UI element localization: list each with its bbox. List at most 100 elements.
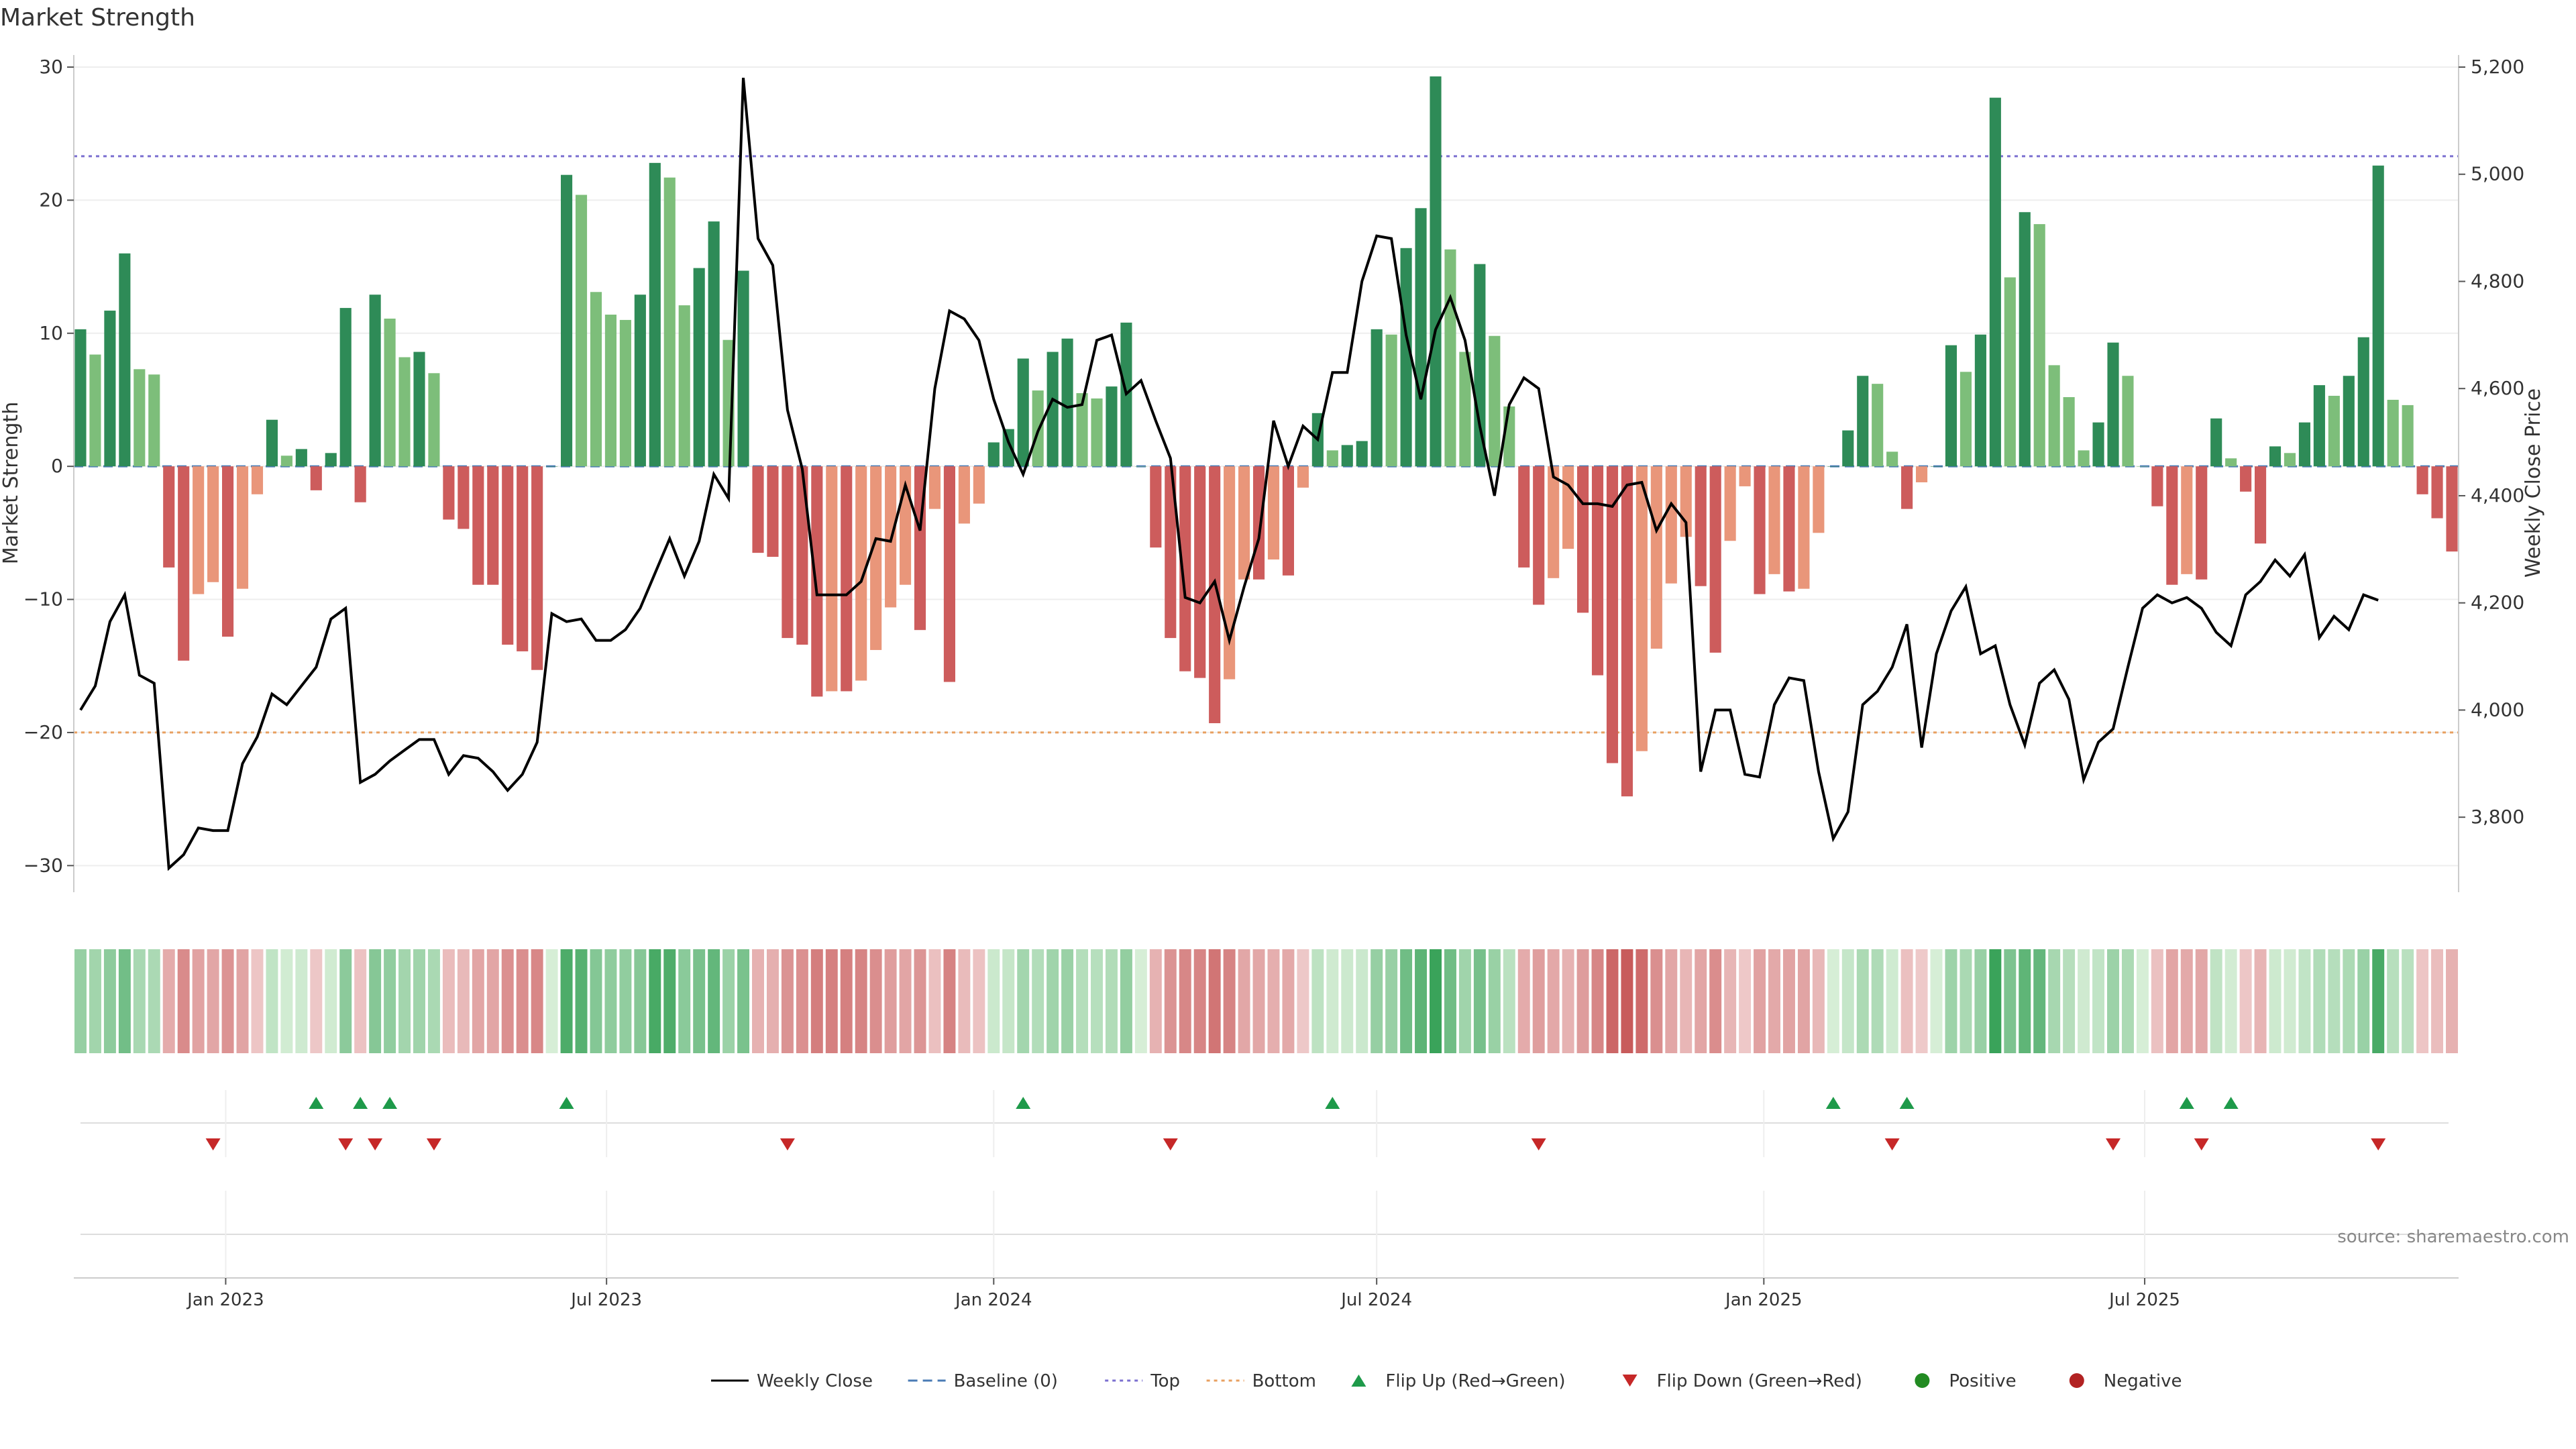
strength-bar [649, 162, 661, 467]
strength-bar [1533, 466, 1545, 605]
strength-bar [1400, 248, 1412, 467]
heatmap-cell [737, 949, 750, 1053]
strength-bar [1489, 335, 1501, 467]
strength-bar [1356, 441, 1368, 467]
heatmap-cell [1768, 949, 1780, 1053]
strength-bar [1444, 249, 1456, 467]
strength-bar [2328, 396, 2340, 467]
heatmap-cell [2165, 949, 2178, 1053]
strength-bar [619, 319, 631, 467]
strength-bar [1209, 466, 1221, 724]
heatmap-cell [398, 949, 411, 1053]
heatmap-cell [1945, 949, 1957, 1053]
heatmap-cell [1797, 949, 1810, 1053]
heatmap-cell [442, 949, 455, 1053]
heatmap-cell [869, 949, 882, 1053]
strength-bar [1165, 466, 1177, 639]
left-tick-label: −10 [23, 588, 63, 610]
heatmap-cell [1458, 949, 1471, 1053]
heatmap-cell [1193, 949, 1206, 1053]
strength-bar [2313, 385, 2325, 467]
strength-bar [708, 221, 720, 467]
strength-bar [369, 294, 381, 467]
strength-bar [693, 268, 705, 467]
flip-down-marker [426, 1138, 441, 1150]
heatmap-cell [354, 949, 367, 1053]
heatmap-cell [1385, 949, 1398, 1053]
strength-bar [1518, 466, 1530, 568]
heatmap-cell [1709, 949, 1722, 1053]
strength-bar [443, 466, 455, 520]
heatmap-cell [649, 949, 661, 1053]
strength-bar [2210, 418, 2222, 467]
strength-bar [2181, 466, 2193, 574]
strength-bar [1430, 76, 1442, 467]
strength-bar [1002, 429, 1014, 467]
strength-bar [428, 373, 440, 467]
flip-panel-gridlines [80, 1090, 2449, 1157]
strength-bar [2092, 422, 2104, 467]
flip-down-marker [2371, 1138, 2386, 1150]
strength-bar [1930, 466, 1943, 467]
heatmap-cell [339, 949, 352, 1053]
strength-bar [193, 466, 205, 594]
strength-bar [1224, 466, 1236, 680]
strength-bar [1415, 208, 1427, 467]
right-tick-label: 3,800 [2471, 806, 2524, 828]
heatmap-cell [1562, 949, 1574, 1053]
strength-bar [1606, 466, 1619, 763]
left-tick-label: 20 [39, 189, 63, 211]
heatmap-cell [1782, 949, 1795, 1053]
heatmap-cell [1444, 949, 1456, 1053]
strength-bar [928, 466, 941, 509]
strength-bar [2387, 399, 2399, 467]
strength-bar [1724, 466, 1736, 541]
left-tick-label: 10 [39, 322, 63, 344]
heatmap-cell [2269, 949, 2282, 1053]
heatmap-cell [369, 949, 382, 1053]
strength-bar [413, 352, 425, 467]
heatmap-cell [796, 949, 808, 1053]
strength-bar [1282, 466, 1294, 576]
legend-label: Positive [1949, 1371, 2016, 1391]
heatmap-cell [1415, 949, 1428, 1053]
strength-bar [2255, 466, 2267, 544]
heatmap-cell [1724, 949, 1737, 1053]
strength-bar [1076, 393, 1088, 467]
heatmap-cell [1532, 949, 1545, 1053]
strength-bar [1046, 352, 1059, 467]
strength-bar [1739, 466, 1751, 486]
heatmap-cell [2239, 949, 2252, 1053]
main-gridlines [74, 66, 2459, 867]
strength-bar [1621, 466, 1633, 797]
flip-down-marker [368, 1138, 383, 1150]
strength-bar [1562, 466, 1574, 549]
heatmap-cell [1208, 949, 1221, 1053]
x-tick-label: Jul 2025 [2108, 1290, 2180, 1310]
strength-bar [354, 466, 366, 502]
heatmap-cell [1812, 949, 1825, 1053]
left-tick-label: −20 [23, 721, 63, 743]
heatmap-cell [516, 949, 529, 1053]
strength-bar [2078, 450, 2090, 467]
heatmap-cell [486, 949, 499, 1053]
heatmap-cell [840, 949, 853, 1053]
strength-bar [1385, 334, 1397, 467]
legend-item-baseline: Baseline (0) [908, 1371, 1058, 1391]
strength-bar [1371, 329, 1383, 467]
strength-bar [236, 466, 249, 589]
heatmap-cell [1356, 949, 1368, 1053]
heatmap-cell [1695, 949, 1707, 1053]
strength-bar [796, 466, 808, 645]
flip-up-marker [2223, 1097, 2239, 1109]
heatmap-cell [1252, 949, 1265, 1053]
heatmap-cell [177, 949, 190, 1053]
legend-item-negative: Negative [2069, 1371, 2182, 1391]
strength-bar [339, 308, 352, 467]
heatmap-cell [2446, 949, 2458, 1053]
heatmap-cell [619, 949, 632, 1053]
heatmap-cell [1430, 949, 1442, 1053]
heatmap-cell [1488, 949, 1501, 1053]
heatmap-cell [1179, 949, 1191, 1053]
